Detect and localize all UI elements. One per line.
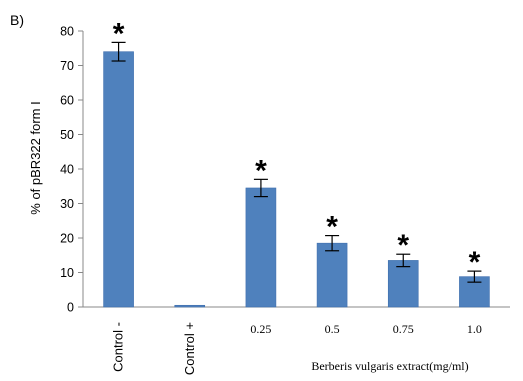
significance-marker: * [255, 154, 267, 187]
y-tick-label: 30 [60, 197, 74, 211]
y-tick-label: 80 [60, 25, 74, 39]
significance-marker: * [469, 246, 481, 279]
bar [103, 51, 134, 308]
x-tick-label: 1.0 [467, 322, 482, 336]
y-tick-label: 40 [60, 163, 74, 177]
x-tick-label: 0.75 [393, 322, 414, 336]
y-tick-label: 50 [60, 128, 74, 142]
x-tick-label: Control - [111, 322, 126, 372]
y-axis-label: % of pBR322 form I [28, 101, 43, 214]
bar [316, 242, 348, 308]
significance-marker: * [113, 17, 125, 50]
y-tick-label: 0 [67, 301, 74, 315]
bars-group: * * * * * [103, 17, 490, 308]
bar [245, 187, 277, 308]
bar [174, 304, 206, 308]
x-axis-label: Berberis vulgaris extract(mg/ml) [311, 359, 468, 373]
x-axis: Control - Control + 0.25 0.5 0.75 1.0 [111, 322, 482, 375]
y-tick-label: 10 [60, 266, 74, 280]
y-tick-label: 60 [60, 94, 74, 108]
significance-marker: * [397, 229, 409, 262]
y-axis: 0 10 20 30 40 50 60 70 80 [60, 25, 510, 315]
y-tick-label: 70 [60, 59, 74, 73]
significance-marker: * [326, 211, 338, 244]
panel-label: B) [10, 12, 24, 28]
y-tick-label: 20 [60, 232, 74, 246]
x-tick-label: Control + [182, 322, 197, 375]
x-tick-label: 0.5 [325, 322, 340, 336]
bar [387, 260, 419, 308]
x-tick-label: 0.25 [250, 322, 271, 336]
